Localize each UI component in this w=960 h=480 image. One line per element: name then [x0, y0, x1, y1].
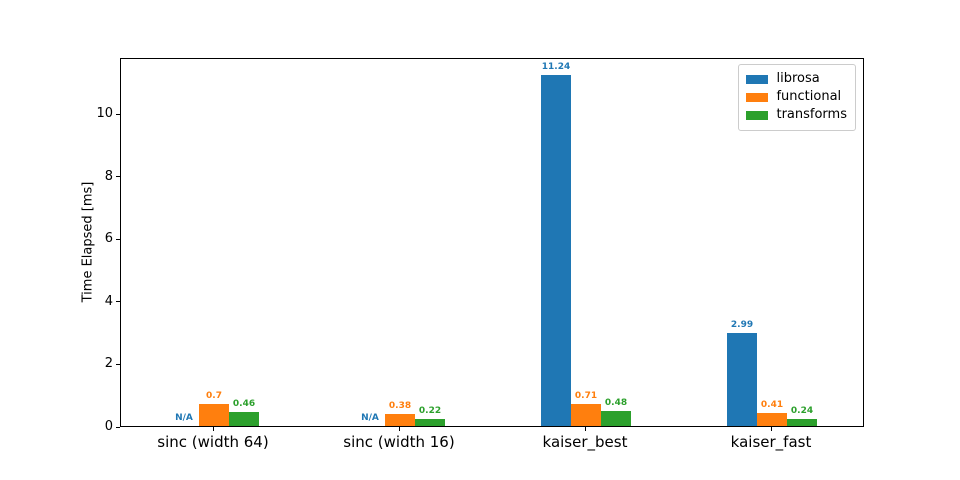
x-tick-label: sinc (width 64): [157, 433, 269, 451]
legend-label-librosa: librosa: [776, 71, 820, 86]
bar-value-label: 0.41: [760, 400, 784, 411]
y-tick-mark: [116, 301, 120, 303]
y-tick-mark: [116, 113, 120, 115]
bar-value-label: 0.48: [604, 398, 628, 408]
y-tick-label: 10: [96, 106, 113, 122]
bar-transforms-0: [229, 411, 259, 426]
y-tick-label: 6: [104, 231, 113, 247]
bar-librosa-2: [541, 74, 571, 426]
bar-transforms-3: [787, 418, 817, 426]
bar-value-label: 0.22: [418, 406, 442, 417]
legend-label-functional: functional: [776, 88, 842, 104]
legend-swatch-librosa: [746, 74, 769, 84]
x-tick-mark: [770, 427, 772, 431]
bar-value-label: 11.24: [541, 61, 571, 72]
y-tick-label: 2: [104, 356, 113, 372]
x-tick-mark: [584, 427, 586, 431]
bar-librosa-3: [727, 332, 757, 426]
x-tick-label: kaiser_fast: [730, 433, 812, 451]
legend-row: functional: [746, 88, 847, 105]
y-tick-label: 0: [104, 419, 113, 434]
y-tick-mark: [116, 426, 120, 428]
y-tick-label: 8: [104, 168, 113, 184]
bar-value-label: 0.24: [790, 405, 814, 416]
bar-value-label: N/A: [175, 413, 193, 423]
bar-transforms-1: [415, 419, 445, 426]
y-tick-mark: [116, 363, 120, 365]
bar-functional-0: [199, 404, 229, 426]
bar-value-label: 0.71: [574, 390, 598, 401]
bar-value-label: 0.38: [388, 401, 412, 412]
legend-label-transforms: transforms: [776, 106, 847, 122]
x-tick-label: kaiser_best: [542, 433, 628, 451]
plot-area: librosa functional transforms N/A N/A 11.24 2…: [120, 58, 864, 427]
legend-row: transforms: [746, 106, 847, 123]
legend: librosa functional transforms: [738, 64, 856, 131]
x-tick-mark: [398, 427, 400, 431]
y-tick-label: 4: [104, 293, 113, 309]
y-tick-mark: [116, 238, 120, 240]
x-tick-label: sinc (width 16): [343, 433, 455, 451]
bar-value-label: 0.7: [206, 391, 222, 402]
legend-swatch-transforms: [746, 110, 769, 120]
bar-value-label: N/A: [361, 413, 379, 423]
x-tick-mark: [212, 427, 214, 431]
legend-row: librosa: [746, 71, 847, 87]
bar-functional-3: [757, 413, 787, 426]
bar-value-label: 0.46: [232, 398, 256, 409]
y-tick-mark: [116, 176, 120, 178]
bar-value-label: 2.99: [730, 319, 754, 330]
legend-swatch-functional: [746, 92, 769, 102]
bar-functional-2: [571, 403, 601, 426]
bar-transforms-2: [601, 411, 631, 426]
bar-functional-1: [385, 414, 415, 426]
